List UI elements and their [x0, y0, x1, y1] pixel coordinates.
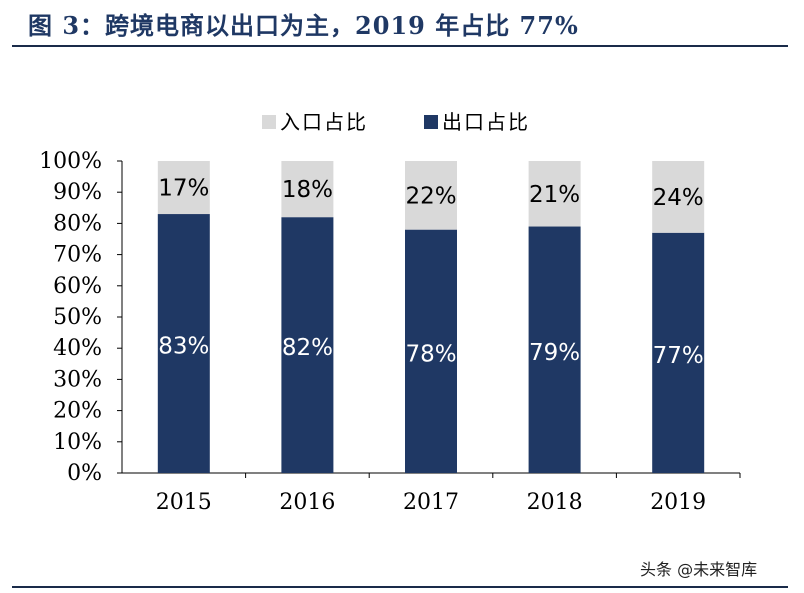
y-tick-label: 30%	[53, 367, 102, 392]
watermark: 头条 @未来智库	[640, 560, 758, 579]
bar-export	[528, 226, 581, 473]
x-tick-label: 2016	[279, 490, 335, 515]
bar-import	[405, 161, 457, 230]
bar-import	[652, 161, 705, 233]
bar-import	[281, 161, 334, 218]
y-tick-label: 60%	[53, 274, 102, 299]
bar-export	[652, 232, 705, 473]
data-label: 82%	[282, 335, 333, 361]
bar-export	[281, 217, 334, 473]
y-tick-label: 20%	[53, 399, 102, 424]
y-tick-label: 90%	[53, 180, 102, 205]
x-tick-label: 2015	[156, 490, 212, 515]
legend-label: 入口占比	[280, 110, 368, 134]
legend-label: 出口占比	[442, 110, 530, 134]
x-tick-label: 2019	[650, 490, 706, 515]
data-label: 22%	[405, 183, 456, 209]
data-label: 77%	[653, 343, 704, 369]
bar-import	[157, 161, 210, 215]
y-tick-label: 70%	[53, 243, 102, 268]
data-label: 79%	[529, 340, 580, 366]
data-label: 83%	[158, 334, 209, 360]
bottom-rule	[12, 586, 788, 588]
y-tick-label: 50%	[53, 305, 102, 330]
y-tick-label: 40%	[53, 336, 102, 361]
data-label: 18%	[282, 177, 333, 203]
bar-export	[157, 214, 210, 474]
bar-import	[528, 161, 581, 227]
y-tick-label: 100%	[39, 149, 102, 174]
data-label: 24%	[653, 185, 704, 211]
y-tick-label: 10%	[53, 430, 102, 455]
x-tick-label: 2017	[403, 490, 459, 515]
bar-export	[405, 229, 457, 473]
y-tick-label: 80%	[53, 211, 102, 236]
legend-swatch	[262, 115, 276, 129]
data-label: 78%	[405, 341, 456, 367]
data-label: 17%	[158, 176, 209, 202]
title-rule	[12, 45, 788, 47]
y-tick-label: 0%	[67, 461, 102, 486]
x-tick-label: 2018	[527, 490, 583, 515]
figure-title: 图 3：跨境电商以出口为主，2019 年占比 77%	[28, 11, 579, 40]
data-label: 21%	[529, 182, 580, 208]
legend-swatch	[424, 115, 438, 129]
